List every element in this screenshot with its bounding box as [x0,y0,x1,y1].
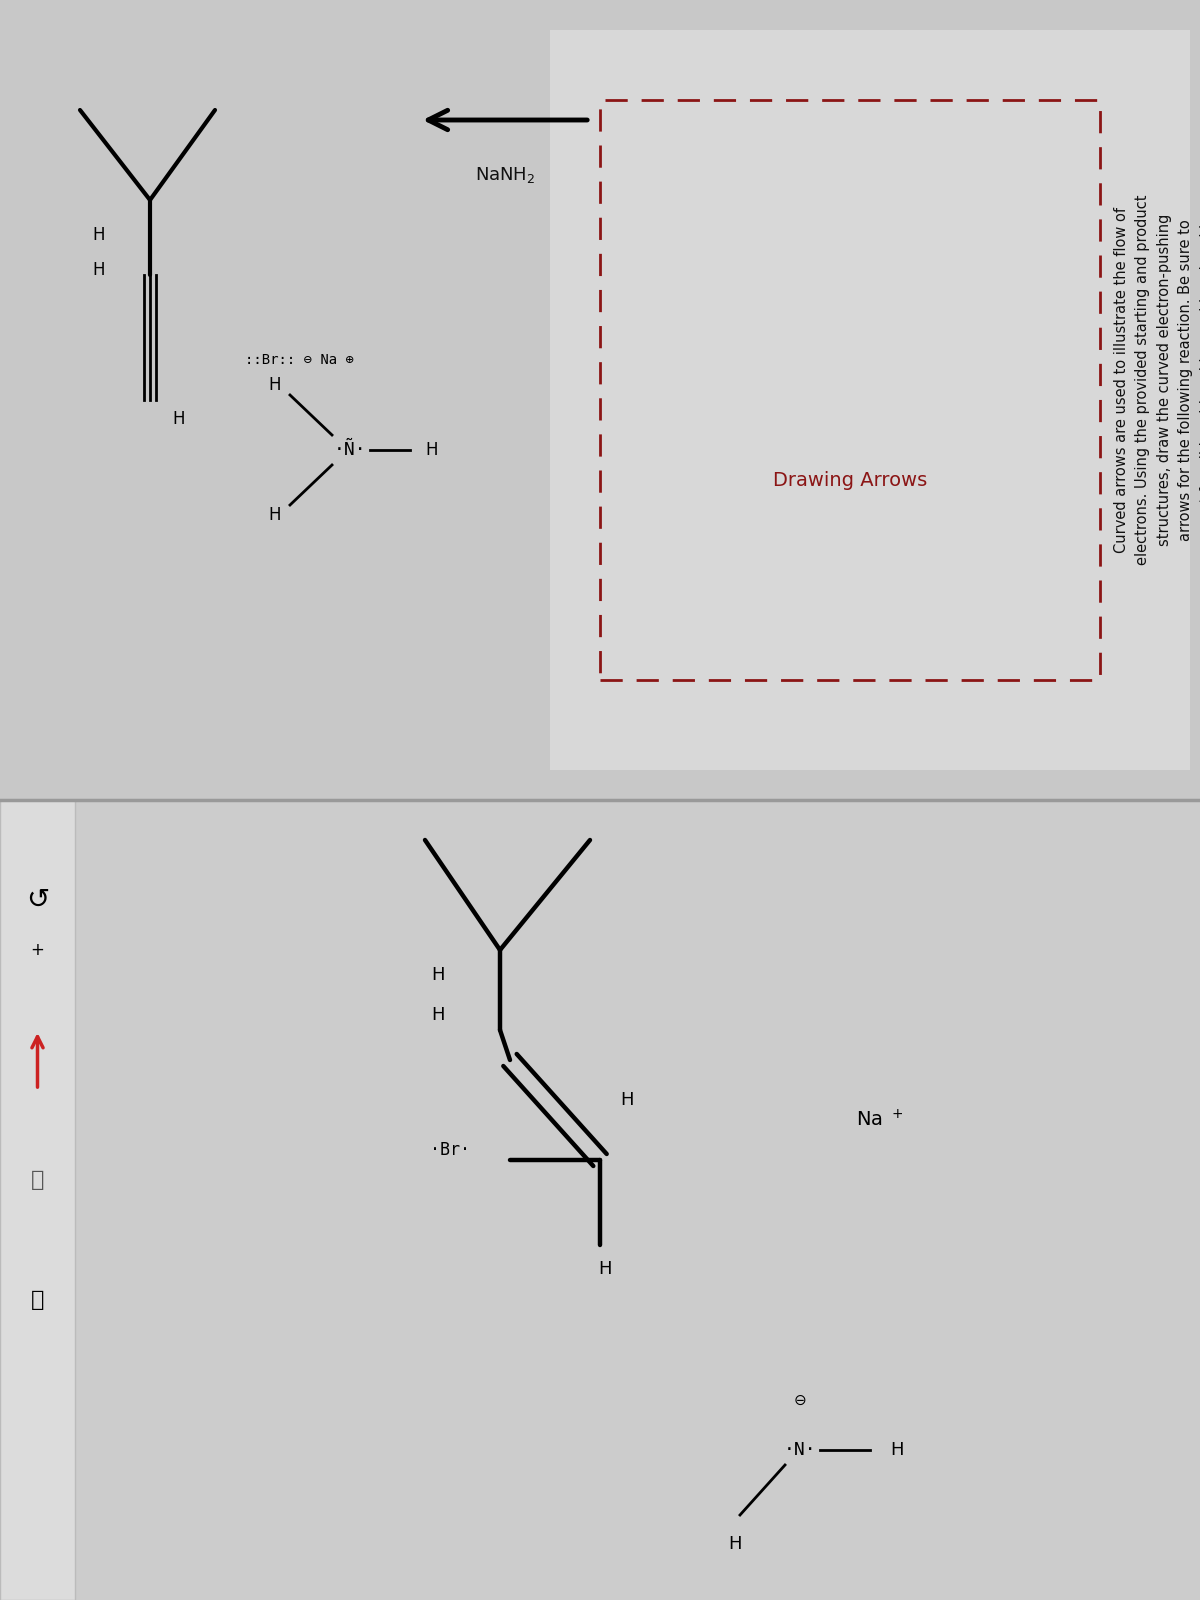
Bar [0,800,74,1600]
Text: +: + [30,941,44,958]
Text: H: H [432,966,445,984]
Text: H: H [172,410,185,427]
Text: ⊖: ⊖ [793,1392,806,1408]
Text: Drawing Arrows: Drawing Arrows [773,470,928,490]
Text: H: H [269,376,281,394]
Text: ·Ñ·: ·Ñ· [334,442,366,459]
Text: H: H [425,442,438,459]
Text: NaNH$_2$: NaNH$_2$ [475,165,535,186]
Text: H: H [599,1261,612,1278]
Text: ::Br:: ⊖ Na ⊕: ::Br:: ⊖ Na ⊕ [245,354,354,366]
Text: H: H [890,1442,904,1459]
Text: Na $^+$: Na $^+$ [857,1109,904,1131]
Text: H: H [620,1091,634,1109]
Text: ·N·: ·N· [784,1442,816,1459]
Text: ·Br·: ·Br· [430,1141,470,1158]
Text: Curved arrows are used to illustrate the flow of
electrons. Using the provided s: Curved arrows are used to illustrate the… [1114,195,1200,565]
Text: H: H [269,506,281,525]
Text: 〈: 〈 [31,1290,44,1310]
Text: 🗑: 🗑 [31,1170,44,1190]
Text: H: H [92,226,106,243]
Text: ↺: ↺ [26,886,49,914]
Bar [550,30,1190,770]
Text: H: H [728,1534,742,1554]
Text: H: H [92,261,106,278]
Bar [600,99,1100,680]
Text: H: H [432,1006,445,1024]
